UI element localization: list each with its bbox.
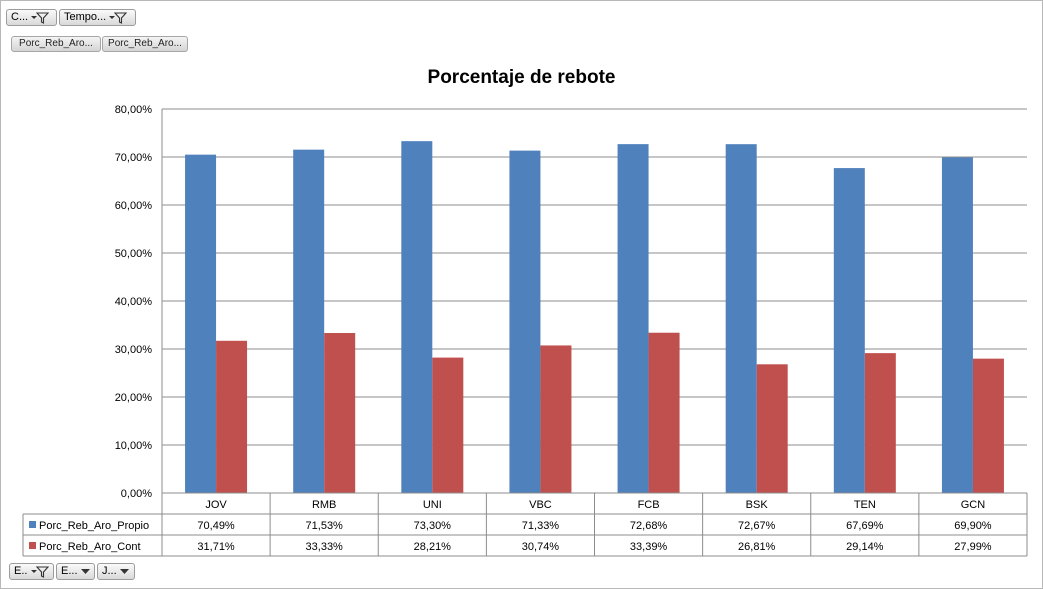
filter-dropdown-icon xyxy=(31,11,50,24)
x-tick-label: VBC xyxy=(529,499,552,511)
value-field-button-propio[interactable]: Porc_Reb_Aro... xyxy=(11,36,101,52)
filter-dropdown-icon xyxy=(31,565,49,578)
bar-propio-bsk xyxy=(725,144,757,493)
filter-button-c[interactable]: C... xyxy=(6,9,57,26)
y-tick-label: 30,00% xyxy=(115,344,153,356)
bar-cont-fcb xyxy=(648,332,680,493)
data-label: 29,14% xyxy=(846,541,884,553)
filter-button-label: Tempo... xyxy=(64,11,107,23)
y-tick-label: 40,00% xyxy=(115,296,153,308)
y-tick-label: 80,00% xyxy=(115,104,153,116)
bar-propio-ten xyxy=(833,168,865,493)
bar-propio-vbc xyxy=(509,150,541,493)
bar-cont-vbc xyxy=(540,345,572,493)
legend-swatch xyxy=(29,542,36,549)
x-tick-label: BSK xyxy=(746,499,769,511)
value-field-button-cont[interactable]: Porc_Reb_Aro... xyxy=(102,36,188,52)
data-label: 30,74% xyxy=(522,541,560,553)
data-label: 33,33% xyxy=(306,541,344,553)
bar-chart: 0,00% 10,00% 20,00% 30,00% 40,00% 50,00% 60,00… xyxy=(22,104,1028,557)
data-label: 73,30% xyxy=(414,520,452,532)
axis-field-label: E... xyxy=(14,565,28,577)
data-label: 67,69% xyxy=(846,520,884,532)
filter-button-label: C... xyxy=(11,11,29,23)
data-label: 28,21% xyxy=(414,541,452,553)
x-tick-label: TEN xyxy=(854,499,876,511)
y-tick-label: 10,00% xyxy=(115,440,153,452)
legend-swatch xyxy=(29,521,36,528)
y-tick-label: 20,00% xyxy=(115,392,153,404)
data-label: 72,67% xyxy=(738,520,776,532)
y-tick-label: 70,00% xyxy=(115,152,153,164)
data-label: 70,49% xyxy=(197,520,235,532)
x-tick-label: RMB xyxy=(312,499,336,511)
data-label: 69,90% xyxy=(954,520,992,532)
axis-field-button-e1[interactable]: E... xyxy=(9,563,54,580)
bar-cont-rmb xyxy=(324,333,356,493)
y-tick-label: 0,00% xyxy=(121,488,152,500)
chart-title: Porcentaje de rebote xyxy=(427,67,616,88)
data-label: 26,81% xyxy=(738,541,776,553)
bar-propio-fcb xyxy=(617,144,649,494)
bar-cont-gcn xyxy=(972,358,1004,493)
y-tick-label: 60,00% xyxy=(115,200,153,212)
y-tick-label: 50,00% xyxy=(115,248,153,260)
x-tick-label: FCB xyxy=(638,499,660,511)
data-label: 33,39% xyxy=(630,541,668,553)
axis-field-label: J... xyxy=(102,565,117,577)
data-label: 31,71% xyxy=(197,541,235,553)
axis-field-label: E... xyxy=(61,565,78,577)
legend-label: Porc_Reb_Aro_Cont xyxy=(39,541,141,553)
x-tick-label: JOV xyxy=(205,499,227,511)
legend-label: Porc_Reb_Aro_Propio xyxy=(39,520,149,532)
filter-button-temporada[interactable]: Tempo... xyxy=(59,9,136,26)
dropdown-arrow-icon xyxy=(80,568,90,575)
data-label: 71,53% xyxy=(306,520,344,532)
axis-field-button-j[interactable]: J... xyxy=(97,563,135,580)
data-label: 27,99% xyxy=(954,541,992,553)
x-tick-label: GCN xyxy=(961,499,986,511)
axis-field-button-e2[interactable]: E... xyxy=(56,563,95,580)
bar-propio-gcn xyxy=(941,157,973,494)
data-label: 72,68% xyxy=(630,520,668,532)
data-label: 71,33% xyxy=(522,520,560,532)
bar-cont-ten xyxy=(864,353,896,493)
bar-cont-jov xyxy=(216,340,248,493)
filter-dropdown-icon xyxy=(109,11,128,24)
dropdown-arrow-icon xyxy=(119,568,129,575)
bar-cont-uni xyxy=(432,357,464,493)
x-tick-label: UNI xyxy=(423,499,442,511)
bar-cont-bsk xyxy=(756,364,788,493)
bar-propio-uni xyxy=(401,141,433,493)
bar-propio-jov xyxy=(185,154,217,493)
bar-propio-rmb xyxy=(293,149,325,493)
